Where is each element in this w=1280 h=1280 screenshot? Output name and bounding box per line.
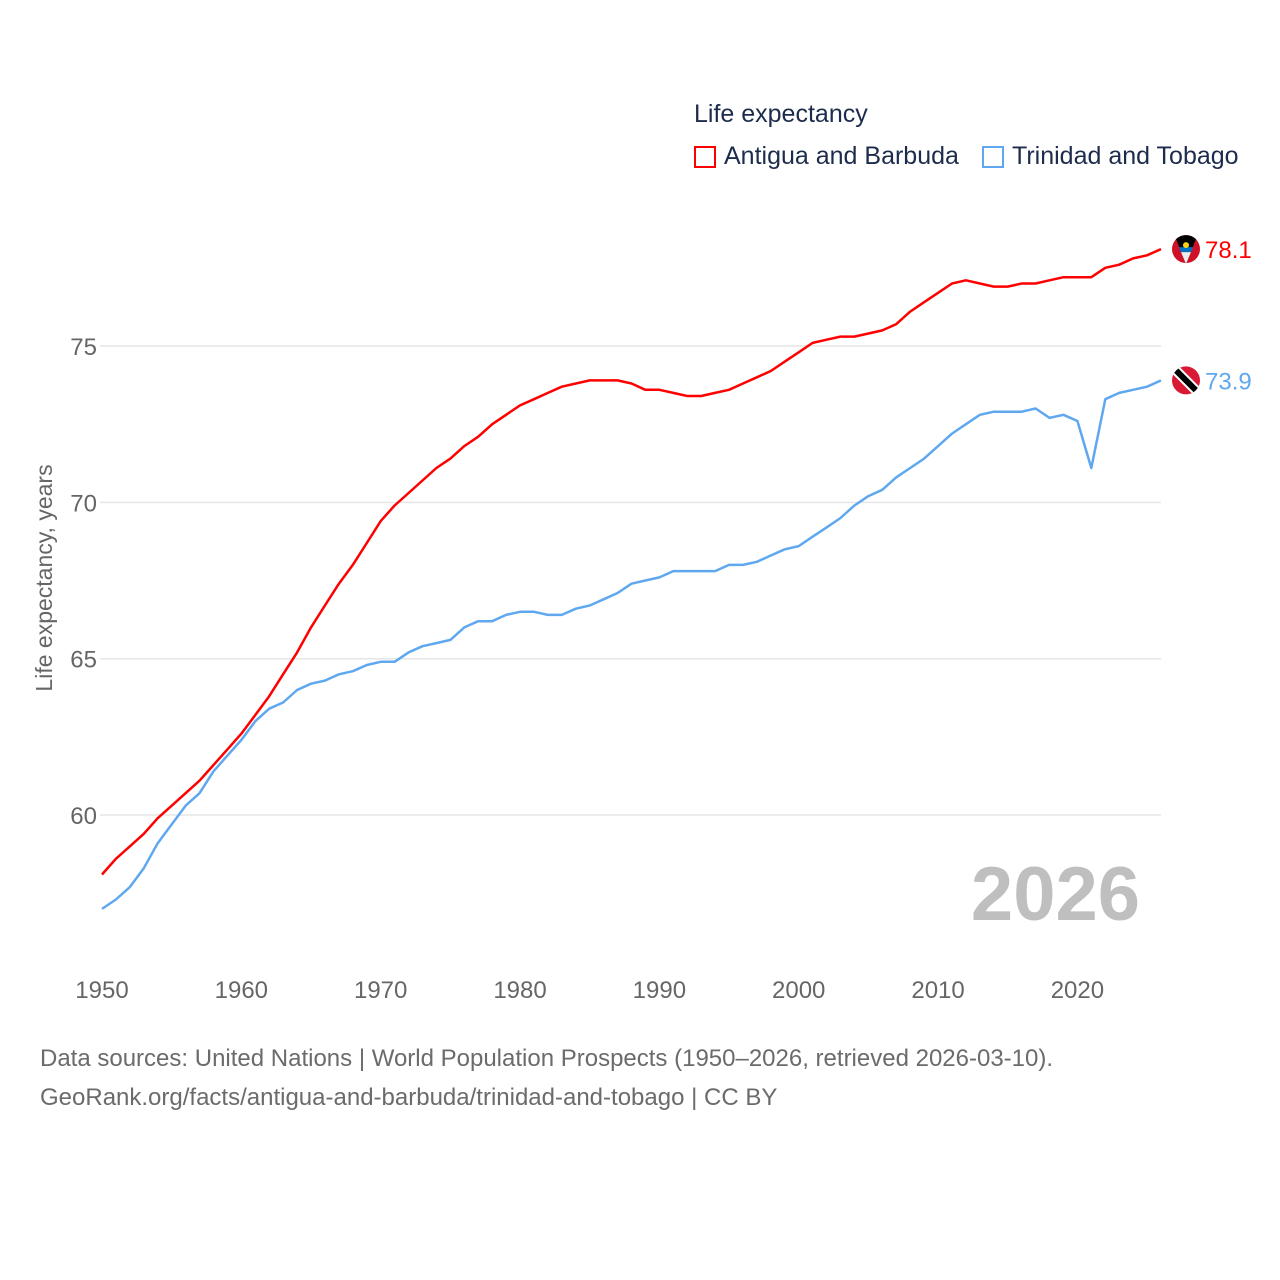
trinidad-flag-icon — [1172, 366, 1200, 395]
y-tick-label: 75 — [70, 334, 97, 361]
footer-link[interactable]: GeoRank.org/facts/antigua-and-barbuda/tr… — [40, 1084, 778, 1111]
legend-title: Life expectancy — [694, 100, 868, 128]
antigua-flag-icon — [1172, 235, 1200, 264]
y-tick-label: 65 — [70, 647, 97, 674]
x-tick-label: 2020 — [1051, 977, 1104, 1004]
legend-label: Trinidad and Tobago — [1012, 142, 1239, 170]
y-axis-label: Life expectancy, years — [31, 464, 57, 691]
legend-label: Antigua and Barbuda — [724, 142, 959, 170]
x-tick-label: 1960 — [215, 977, 268, 1004]
x-tick-label: 1980 — [493, 977, 546, 1004]
legend-item-trinidad[interactable]: Trinidad and Tobago — [982, 142, 1239, 171]
x-tick-label: 2000 — [772, 977, 825, 1004]
x-tick-label: 1950 — [75, 977, 128, 1004]
year-label: 2026 — [971, 852, 1140, 937]
x-tick-label: 1970 — [354, 977, 407, 1004]
end-value-label: 78.1 — [1205, 237, 1252, 264]
x-tick-label: 2010 — [911, 977, 964, 1004]
y-tick-label: 70 — [70, 490, 97, 517]
legend-swatch — [982, 145, 1004, 168]
series-line-antigua-and-barbuda — [101, 247, 1162, 876]
footer-sources: Data sources: United Nations | World Pop… — [40, 1045, 1054, 1072]
y-tick-label: 60 — [70, 803, 97, 830]
x-tick-label: 1990 — [633, 977, 686, 1004]
series-line-trinidad-and-tobago — [101, 379, 1162, 910]
legend-item-antigua[interactable]: Antigua and Barbuda — [694, 142, 959, 171]
legend-swatch — [694, 145, 716, 168]
end-value-label: 73.9 — [1205, 368, 1252, 395]
